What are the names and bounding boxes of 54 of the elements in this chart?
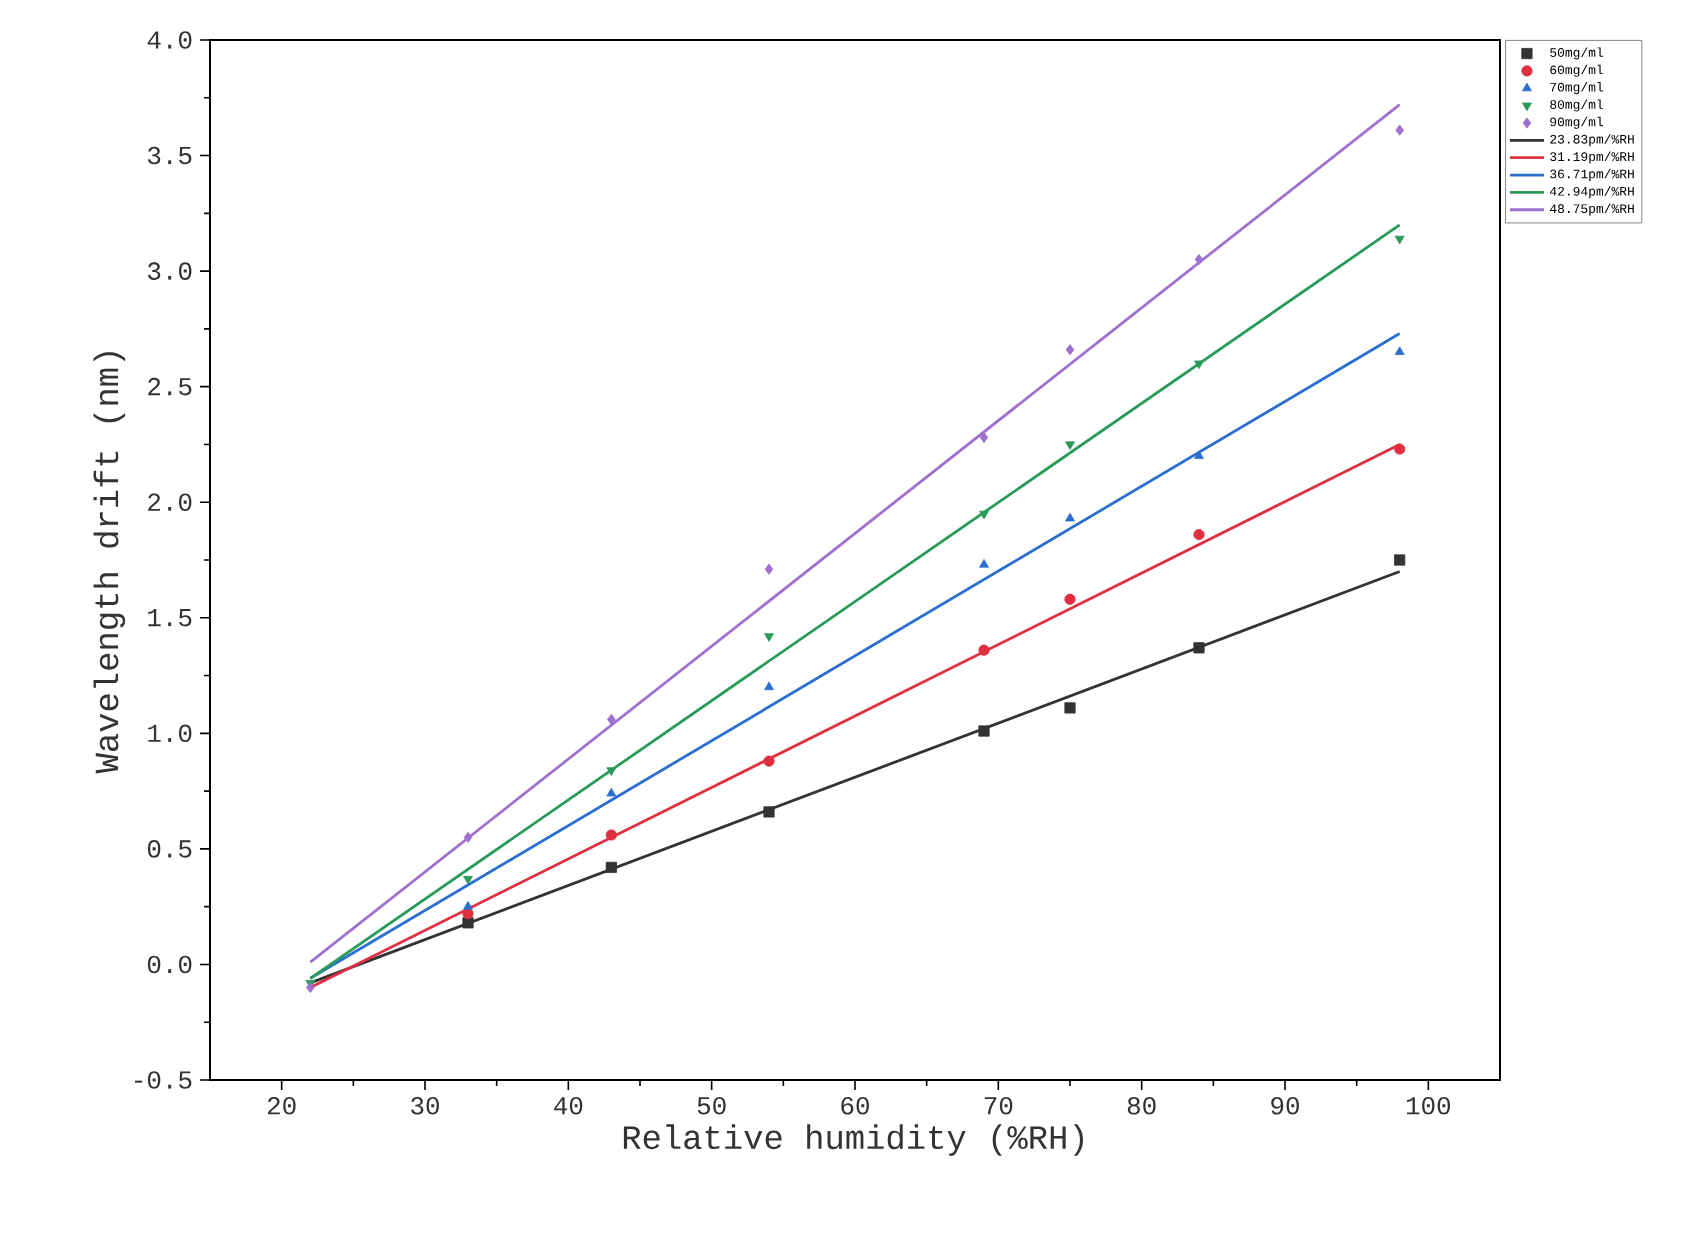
y-tick-label: 3.5: [147, 146, 192, 165]
y-tick-label: 0.0: [147, 955, 192, 974]
y-axis-title: Wavelength drift (nm): [93, 352, 126, 774]
point: [1394, 235, 1405, 245]
y-tick-label: -0.5: [135, 1071, 192, 1089]
x-tick-label: 60: [841, 1096, 869, 1115]
x-tick-label: 50: [697, 1096, 726, 1115]
y-tick-label: 1.5: [148, 609, 192, 627]
x-tick-label: 30: [411, 1096, 439, 1115]
point: [979, 559, 989, 568]
x-tick-label: 80: [1127, 1096, 1156, 1115]
point: [1065, 512, 1075, 522]
point: [1194, 253, 1204, 266]
y-tick-label: 0.5: [147, 840, 192, 858]
x-tick-label: 20: [267, 1096, 296, 1115]
point: [605, 861, 617, 873]
x-tick-label: 100: [1406, 1096, 1451, 1115]
point: [606, 767, 617, 776]
point: [764, 633, 774, 642]
point: [606, 787, 617, 797]
point: [462, 908, 474, 920]
point: [764, 681, 774, 691]
point: [763, 806, 775, 818]
point: [1394, 554, 1406, 566]
point: [463, 875, 473, 885]
x-tick-label: 90: [1271, 1096, 1299, 1115]
point: [979, 510, 989, 520]
x-tick-label: 70: [984, 1096, 1013, 1115]
point: [1194, 360, 1204, 370]
point: [463, 831, 473, 843]
y-tick-label: 4.0: [147, 31, 192, 49]
y-tick-label: 1.0: [148, 724, 192, 743]
point: [463, 901, 473, 910]
point: [1193, 642, 1205, 654]
x-axis-title: Relative humidity (%RH): [623, 1124, 1083, 1156]
y-tick-label: 2.5: [148, 377, 192, 396]
point: [1064, 702, 1076, 714]
point: [1194, 450, 1204, 459]
y-tick-label: 2.0: [148, 493, 192, 511]
point: [462, 917, 474, 929]
y-tick-label: 3.0: [147, 262, 192, 280]
x-tick-label: 40: [554, 1096, 583, 1115]
point: [1394, 443, 1406, 455]
point: [1193, 528, 1205, 541]
point: [1065, 441, 1075, 451]
point: [978, 644, 990, 656]
point: [1394, 346, 1405, 355]
point: [1064, 593, 1076, 605]
point: [978, 725, 990, 737]
point: [1395, 124, 1404, 136]
point: [605, 829, 617, 841]
point: [1065, 344, 1075, 356]
point: [763, 755, 775, 767]
point: [764, 563, 774, 575]
